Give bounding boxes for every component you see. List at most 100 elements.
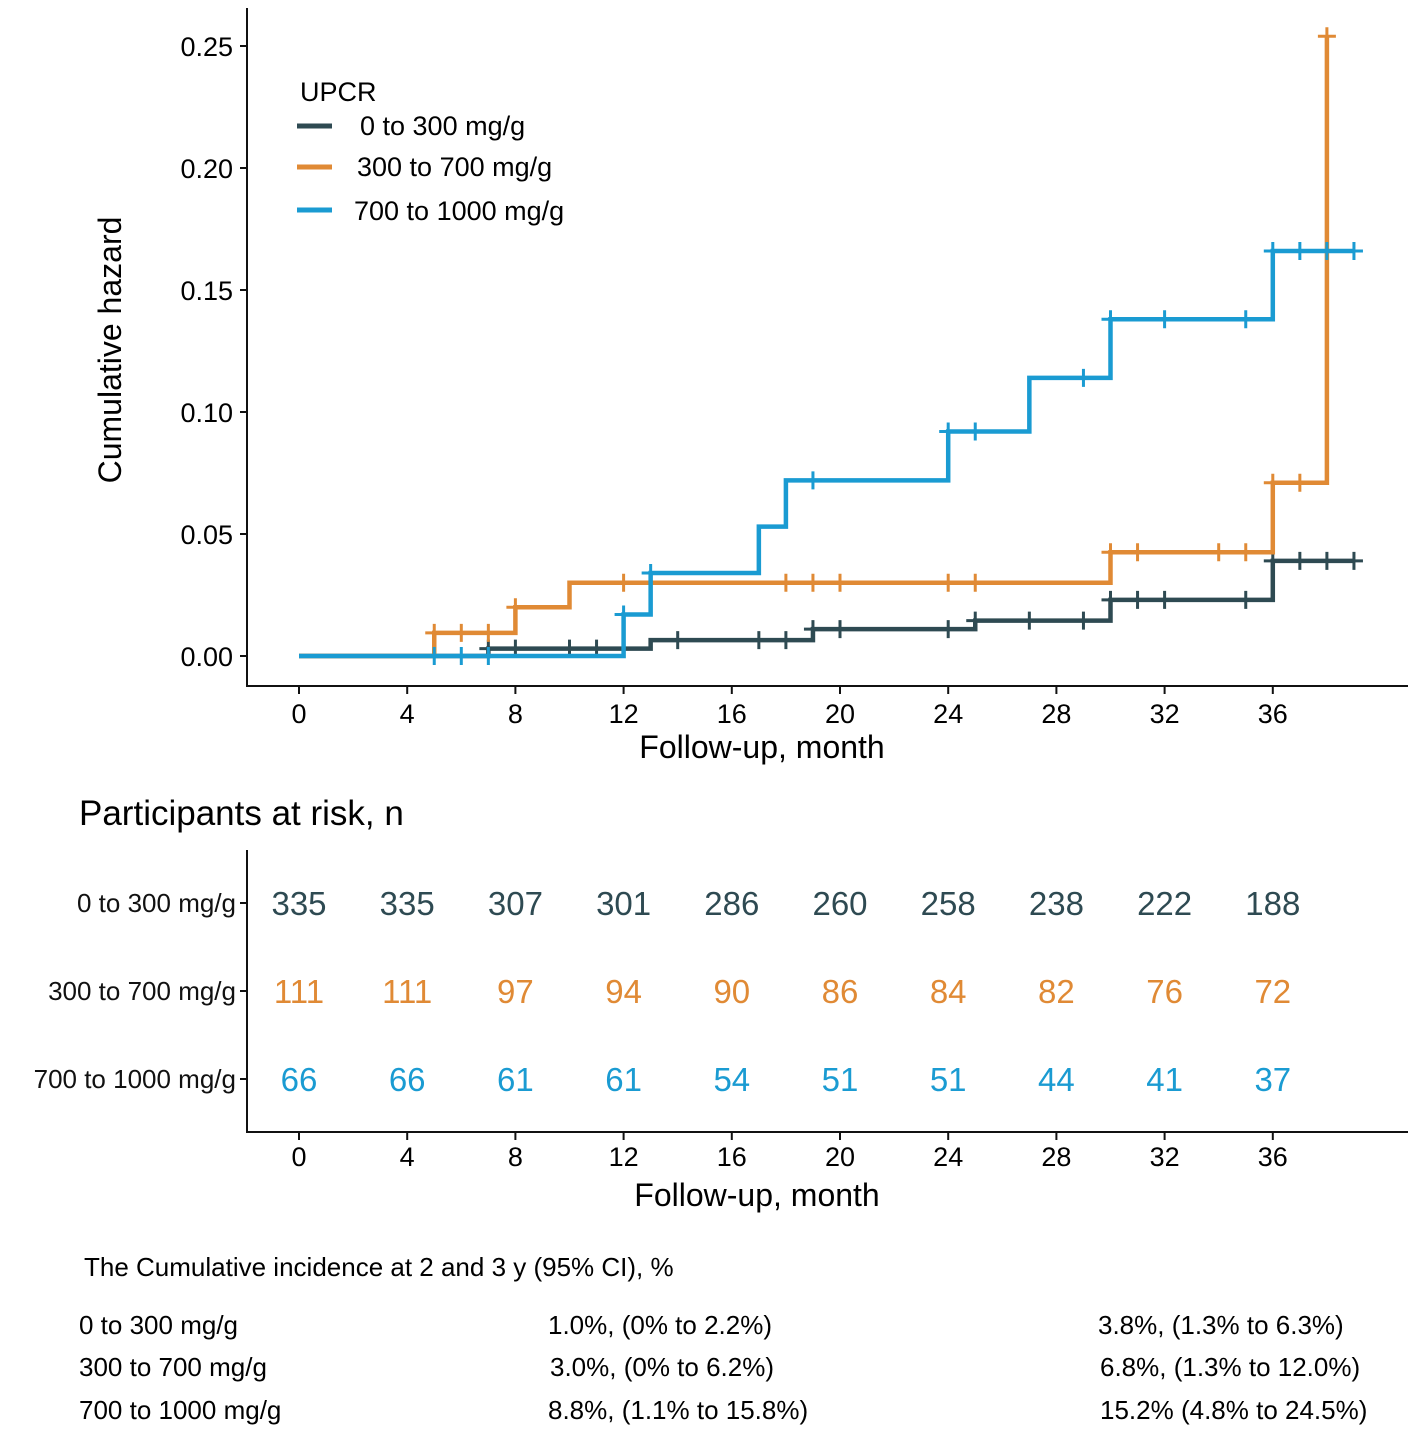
risk-count: 44 — [1038, 1061, 1075, 1098]
risk-count: 84 — [930, 973, 967, 1010]
x-tick-label: 20 — [825, 699, 855, 729]
incidence-row-label: 0 to 300 mg/g — [79, 1310, 238, 1340]
series-line-low — [299, 558, 1354, 659]
censor-mark-low — [749, 631, 768, 650]
risk-count: 66 — [281, 1061, 318, 1098]
y-tick-label: 0.25 — [180, 32, 233, 62]
risk-x-ticks: 0 4 8 12 16 20 24 28 32 36 — [291, 1132, 1288, 1172]
censor-mark-mid — [1263, 473, 1282, 492]
incidence-row-label: 300 to 700 mg/g — [79, 1352, 267, 1382]
risk-x-tick-label: 0 — [291, 1142, 306, 1172]
risk-x-tick-label: 28 — [1041, 1142, 1071, 1172]
risk-count: 335 — [380, 885, 435, 922]
censor-mark-mid — [1209, 543, 1228, 562]
legend-label-mid: 300 to 700 mg/g — [357, 152, 552, 182]
incidence-three-year: 3.8%, (1.3% to 6.3%) — [1098, 1310, 1344, 1340]
incidence-row-label: 700 to 1000 mg/g — [79, 1395, 281, 1425]
censor-mark-mid — [831, 573, 849, 592]
x-tick-label: 4 — [400, 699, 415, 729]
censor-mark-low — [1263, 551, 1282, 570]
risk-row-label: 700 to 1000 mg/g — [34, 1064, 236, 1094]
y-tick-label: 0.20 — [180, 154, 233, 184]
censor-mark-mid — [1101, 543, 1120, 562]
risk-count: 238 — [1029, 885, 1084, 922]
risk-table: Participants at risk, n 0 to 300 mg/g 335… — [34, 794, 1408, 1213]
risk-count: 66 — [389, 1061, 426, 1098]
censor-mark-high — [1155, 310, 1174, 329]
censor-mark-low — [668, 631, 687, 650]
censor-mark-mid — [776, 573, 795, 592]
censor-mark-low — [1155, 590, 1174, 609]
risk-x-tick-label: 24 — [933, 1142, 963, 1172]
risk-rows: 0 to 300 mg/g 335 335 307 301 286 260 258 238 222… — [34, 885, 1301, 1098]
risk-count: 301 — [596, 885, 651, 922]
censor-mark-mid — [939, 573, 958, 592]
x-tick-label: 12 — [609, 699, 639, 729]
censor-mark-mid — [1128, 543, 1147, 562]
x-axis-title: Follow-up, month — [639, 729, 884, 765]
censor-mark-high — [641, 564, 660, 583]
risk-x-tick-label: 4 — [400, 1142, 415, 1172]
censor-mark-mid — [1290, 473, 1309, 492]
risk-count: 94 — [605, 973, 642, 1010]
incidence-summary: The Cumulative incidence at 2 and 3 y (9… — [79, 1252, 1367, 1425]
censor-mark-high — [1101, 310, 1120, 329]
censor-mark-low — [1074, 611, 1093, 630]
censor-mark-high — [614, 605, 633, 624]
incidence-two-year: 8.8%, (1.1% to 15.8%) — [548, 1395, 808, 1425]
risk-count: 260 — [812, 885, 867, 922]
risk-table-title: Participants at risk, n — [79, 794, 404, 833]
risk-x-tick-label: 20 — [825, 1142, 855, 1172]
censor-mark-low — [803, 620, 822, 639]
risk-x-tick-label: 32 — [1150, 1142, 1180, 1172]
incidence-title: The Cumulative incidence at 2 and 3 y (9… — [84, 1252, 674, 1282]
risk-count: 335 — [271, 885, 326, 922]
risk-count: 41 — [1146, 1061, 1183, 1098]
risk-x-tick-label: 12 — [609, 1142, 639, 1172]
legend-label-high: 700 to 1000 mg/g — [354, 196, 564, 226]
risk-x-axis-title: Follow-up, month — [634, 1177, 879, 1213]
incidence-two-year: 1.0%, (0% to 2.2%) — [548, 1310, 772, 1340]
censor-mark-high — [1236, 310, 1255, 329]
censor-mark-low — [966, 611, 985, 630]
censor-mark-mid — [614, 573, 633, 592]
risk-count: 82 — [1038, 973, 1075, 1010]
y-ticks: 0.00 0.05 0.10 0.15 0.20 0.25 — [180, 32, 247, 672]
censor-mark-high — [803, 471, 822, 490]
risk-count: 307 — [488, 885, 543, 922]
risk-count: 72 — [1254, 973, 1291, 1010]
x-tick-label: 24 — [933, 699, 963, 729]
x-tick-label: 28 — [1041, 699, 1071, 729]
x-tick-label: 16 — [717, 699, 747, 729]
censor-mark-low — [1344, 551, 1363, 570]
risk-count: 61 — [497, 1061, 534, 1098]
legend-title: UPCR — [300, 77, 377, 107]
risk-count: 111 — [274, 973, 324, 1010]
risk-row-label: 0 to 300 mg/g — [77, 888, 236, 918]
risk-row-label: 300 to 700 mg/g — [48, 976, 236, 1006]
censor-mark-low — [1128, 590, 1147, 609]
censor-mark-low — [1317, 551, 1336, 570]
risk-count: 188 — [1245, 885, 1300, 922]
risk-count: 86 — [822, 973, 859, 1010]
legend: UPCR 0 to 300 mg/g 300 to 700 mg/g 700 t… — [297, 77, 564, 226]
series-line-high — [299, 248, 1354, 659]
risk-count: 76 — [1146, 973, 1183, 1010]
risk-count: 37 — [1254, 1061, 1291, 1098]
censor-mark-low — [1101, 590, 1120, 609]
censor-mark-low — [776, 631, 795, 650]
risk-count: 222 — [1137, 885, 1192, 922]
x-tick-label: 8 — [508, 699, 523, 729]
risk-count: 54 — [713, 1061, 750, 1098]
censor-mark-high — [1074, 368, 1093, 387]
legend-label-low: 0 to 300 mg/g — [360, 111, 525, 141]
y-axis-title: Cumulative hazard — [92, 217, 128, 484]
risk-count: 51 — [822, 1061, 859, 1098]
x-tick-label: 36 — [1258, 699, 1288, 729]
censor-mark-mid — [452, 623, 471, 642]
censor-mark-high — [425, 647, 444, 665]
censor-mark-low — [831, 620, 849, 639]
censor-mark-mid — [803, 573, 822, 592]
risk-count: 286 — [704, 885, 759, 922]
